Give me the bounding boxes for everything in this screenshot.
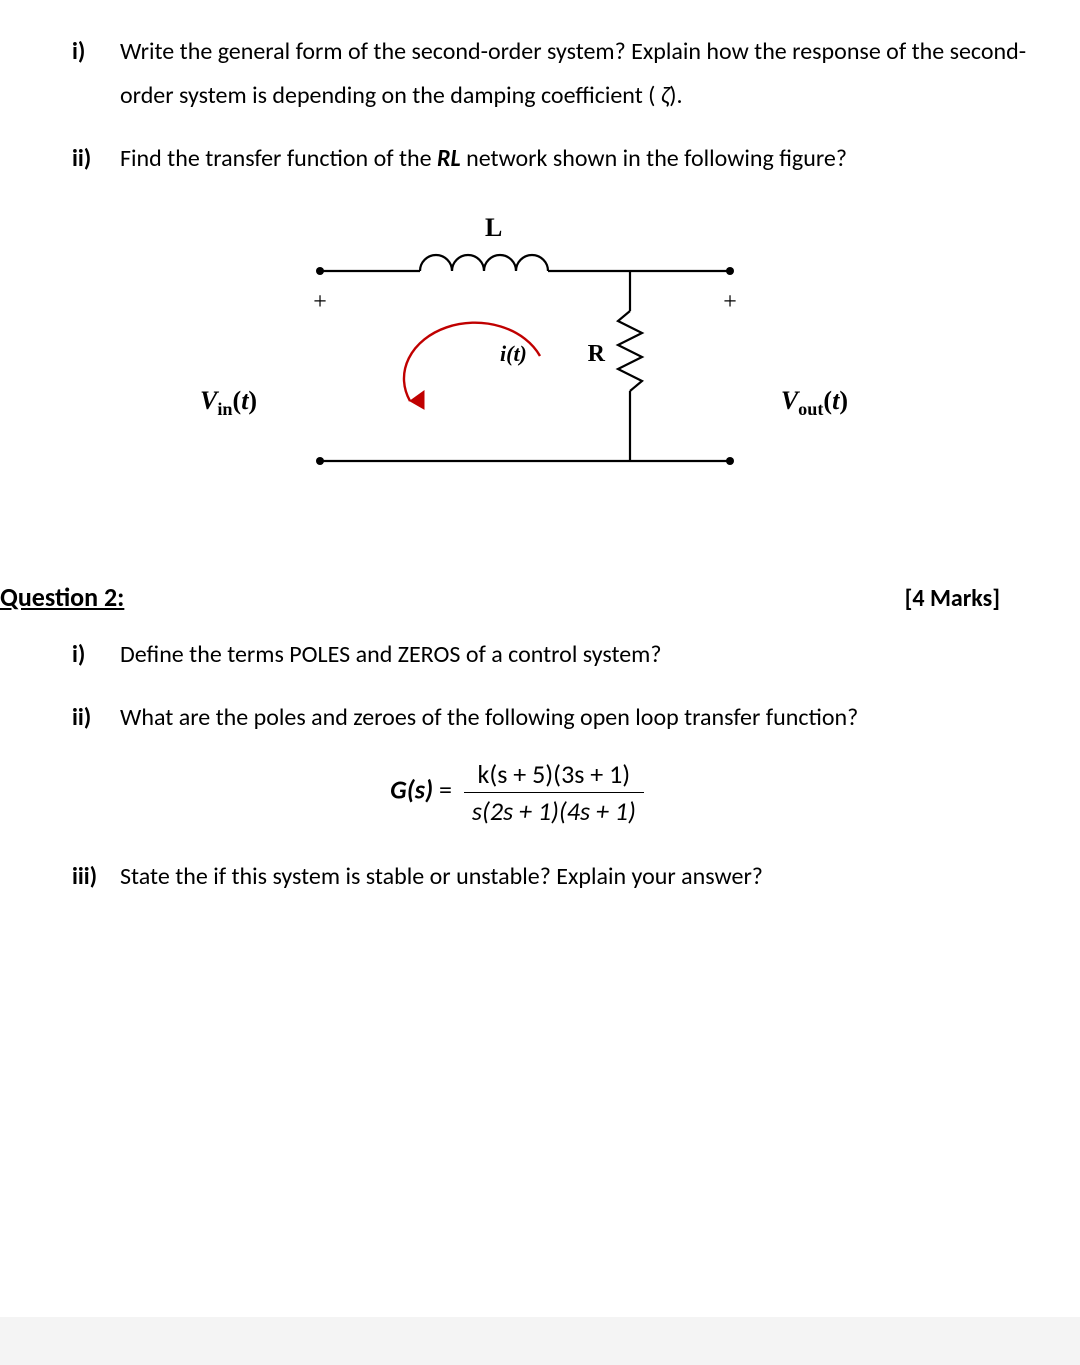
item-text: Write the general form of the second-ord… <box>120 30 1040 119</box>
list-marker: ii) <box>72 696 120 740</box>
list-marker: iii) <box>72 855 120 899</box>
bottom-bar <box>0 1317 1080 1365</box>
fraction: k(s + 5)(3s + 1)s(2s + 1)(4s + 1) <box>464 758 644 827</box>
q2-item-iii: iii) State the if this system is stable … <box>0 855 1040 899</box>
question-2-header: Question 2: [4 Marks] <box>0 581 1040 613</box>
item-text: Find the transfer function of the RL net… <box>120 137 847 181</box>
current-label: i(t) <box>500 341 527 366</box>
transfer-function-formula: G(s) = k(s + 5)(3s + 1)s(2s + 1)(4s + 1) <box>0 758 1040 827</box>
q2-item-ii: ii) What are the poles and zeroes of the… <box>0 696 1040 740</box>
list-marker: ii) <box>72 137 120 181</box>
resistor-label: R <box>588 341 606 367</box>
gs-lhs: G(s) <box>390 774 433 806</box>
current-arrowhead <box>410 391 424 409</box>
q1-item-ii: ii) Find the transfer function of the RL… <box>0 137 1040 181</box>
rl-circuit-figure: L R + + i(t) <box>0 201 1040 501</box>
inductor-label: L <box>485 213 502 242</box>
q1-item-i: i) Write the general form of the second-… <box>0 30 1040 119</box>
plus-left: + <box>313 289 327 315</box>
marks-label: [4 Marks] <box>905 584 1000 613</box>
plus-right: + <box>723 289 737 315</box>
list-marker: i) <box>72 30 120 119</box>
item-text: What are the poles and zeroes of the fol… <box>120 696 858 740</box>
page: i) Write the general form of the second-… <box>0 0 1080 1365</box>
numerator: k(s + 5)(3s + 1) <box>464 758 644 793</box>
item-text: Define the terms POLES and ZEROS of a co… <box>120 633 661 677</box>
q2-item-i: i) Define the terms POLES and ZEROS of a… <box>0 633 1040 677</box>
question-label: Question 2: <box>0 581 124 613</box>
item-text: State the if this system is stable or un… <box>120 855 763 899</box>
circuit-svg: L R + + i(t) <box>210 201 830 501</box>
denominator: s(2s + 1)(4s + 1) <box>464 793 644 827</box>
eq-sign: = <box>433 774 458 806</box>
list-marker: i) <box>72 633 120 677</box>
